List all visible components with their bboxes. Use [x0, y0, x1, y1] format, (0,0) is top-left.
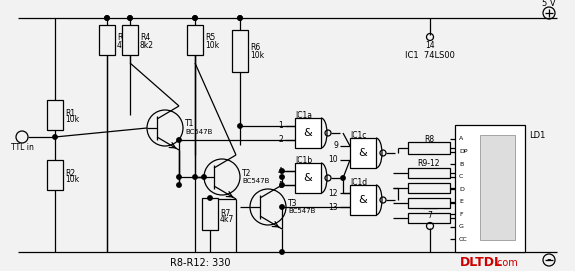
Text: T2: T2: [242, 169, 251, 178]
Text: R9-12: R9-12: [418, 159, 440, 167]
Text: BC547B: BC547B: [242, 178, 269, 184]
Text: 2: 2: [278, 136, 283, 144]
Circle shape: [193, 16, 197, 20]
Circle shape: [280, 250, 284, 254]
Text: G: G: [459, 224, 464, 229]
Text: 14: 14: [425, 40, 435, 50]
Circle shape: [177, 138, 181, 142]
Text: 12: 12: [328, 189, 338, 198]
Bar: [408, 168, 450, 178]
Text: 10k: 10k: [250, 50, 264, 60]
Bar: [350, 185, 376, 215]
Circle shape: [177, 183, 181, 187]
Text: 10k: 10k: [65, 176, 79, 185]
Text: 9: 9: [333, 141, 338, 150]
Text: 10k: 10k: [205, 40, 219, 50]
Text: LD1: LD1: [529, 131, 545, 140]
Bar: [408, 183, 450, 193]
Text: R8: R8: [424, 136, 434, 144]
Text: C: C: [459, 174, 463, 179]
Circle shape: [128, 16, 132, 20]
Circle shape: [238, 124, 242, 128]
Bar: [408, 213, 450, 223]
Bar: [187, 25, 203, 55]
Text: 1: 1: [278, 121, 283, 131]
Text: E: E: [459, 199, 463, 204]
Text: D: D: [459, 187, 464, 192]
Text: 47k: 47k: [117, 40, 131, 50]
Bar: [232, 30, 248, 72]
Text: F: F: [459, 212, 463, 217]
Text: 7: 7: [428, 211, 432, 220]
Text: -: -: [547, 253, 551, 266]
Text: 13: 13: [328, 202, 338, 211]
Text: R8-R12: 330: R8-R12: 330: [170, 258, 230, 268]
Bar: [350, 138, 376, 168]
Circle shape: [280, 169, 284, 173]
Text: IC1  74LS00: IC1 74LS00: [405, 50, 455, 60]
Text: R6: R6: [250, 44, 260, 53]
Text: R4: R4: [140, 34, 150, 43]
Circle shape: [193, 175, 197, 179]
Text: R1: R1: [65, 108, 75, 118]
Circle shape: [341, 176, 345, 180]
Circle shape: [53, 135, 57, 139]
Circle shape: [280, 205, 284, 209]
Text: IC1c: IC1c: [350, 131, 366, 140]
Text: BC547B: BC547B: [185, 129, 212, 135]
Text: TTL in: TTL in: [10, 144, 33, 153]
Bar: [47, 160, 63, 190]
Circle shape: [238, 16, 242, 20]
Circle shape: [193, 16, 197, 20]
Bar: [122, 25, 138, 55]
Text: 4: 4: [278, 166, 283, 176]
Text: 5: 5: [278, 180, 283, 189]
Text: 5 V: 5 V: [542, 0, 556, 8]
Text: IC1d: IC1d: [350, 178, 367, 187]
Bar: [295, 163, 321, 193]
Text: BC547B: BC547B: [288, 208, 315, 214]
Text: A: A: [459, 137, 463, 141]
Bar: [408, 142, 450, 154]
Text: &: &: [304, 128, 312, 138]
Bar: [202, 198, 218, 230]
Text: R2: R2: [65, 169, 75, 178]
Text: R3: R3: [117, 34, 127, 43]
Circle shape: [177, 175, 181, 179]
Text: 10k: 10k: [65, 115, 79, 124]
Text: &: &: [304, 173, 312, 183]
Bar: [47, 100, 63, 130]
Text: R7: R7: [220, 209, 230, 218]
Circle shape: [202, 175, 206, 179]
Text: IC1a: IC1a: [295, 111, 312, 120]
Text: 4k7: 4k7: [220, 215, 234, 224]
Bar: [99, 25, 115, 55]
Text: T3: T3: [288, 198, 297, 208]
Text: 8k2: 8k2: [140, 40, 154, 50]
Text: DLTDL: DLTDL: [460, 256, 503, 269]
Circle shape: [208, 196, 212, 200]
Text: DP: DP: [459, 149, 467, 154]
Circle shape: [280, 175, 284, 179]
Text: &: &: [359, 195, 367, 205]
Text: R5: R5: [205, 34, 215, 43]
Text: T1: T1: [185, 120, 194, 128]
Circle shape: [128, 16, 132, 20]
Text: 10: 10: [328, 156, 338, 164]
Text: B: B: [459, 162, 463, 167]
Bar: [295, 118, 321, 148]
Circle shape: [280, 183, 284, 187]
Text: CC: CC: [459, 237, 467, 242]
Text: IC1b: IC1b: [295, 156, 312, 165]
Text: &: &: [359, 148, 367, 158]
Circle shape: [238, 16, 242, 20]
Text: .com: .com: [494, 258, 518, 268]
Bar: [480, 135, 515, 240]
Bar: [455, 125, 525, 252]
Bar: [408, 198, 450, 208]
Circle shape: [105, 16, 109, 20]
Circle shape: [105, 16, 109, 20]
